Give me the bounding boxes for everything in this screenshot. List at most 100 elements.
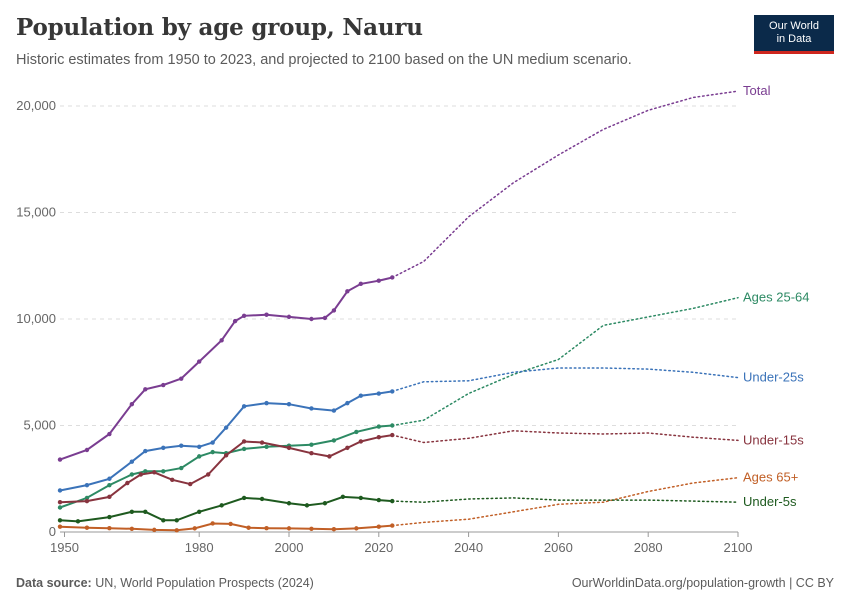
data-point [57,505,63,510]
data-point [390,523,395,528]
data-point [304,503,310,508]
data-point [84,498,90,504]
series-line-projected [391,90,739,279]
data-point [196,444,202,449]
data-point [241,313,247,319]
data-point [331,527,337,532]
data-point [246,525,251,530]
data-point [196,454,202,459]
x-tick-label: 2060 [544,540,573,555]
data-point [390,432,395,438]
data-point [152,470,157,475]
y-tick-label: 20,000 [16,98,56,113]
data-point [390,498,395,504]
owid-logo[interactable]: Our World in Data [754,15,834,54]
series-line-historic [59,434,393,504]
data-point [354,526,359,531]
data-point [129,459,135,464]
data-point [390,389,395,394]
data-point [129,402,135,407]
data-point [358,393,364,398]
data-point [232,318,238,324]
data-point [264,400,269,406]
data-point [358,281,364,287]
series-label: Ages 65+ [743,470,798,485]
data-point [241,404,247,409]
data-point [286,445,292,451]
data-point [161,469,166,474]
data-point [107,494,112,500]
data-point [241,495,247,501]
chart-title: Population by age group, Nauru [16,14,423,41]
data-point [331,308,337,313]
data-point [188,481,193,487]
data-point [309,316,314,322]
x-tick-label: 2100 [724,540,753,555]
data-point [358,495,364,501]
data-point [264,525,269,531]
data-point [286,314,292,320]
x-tick-label: 2080 [634,540,663,555]
data-point [210,449,215,455]
series-line-historic [59,390,393,492]
data-point [376,435,381,440]
data-point [223,425,229,430]
data-point [376,278,381,283]
data-point [309,442,314,447]
data-point [143,387,148,392]
data-point [219,503,224,508]
data-point [84,482,90,488]
data-point [345,289,350,294]
data-point [107,431,112,437]
data-point [210,521,215,526]
data-point [219,338,224,343]
series-line-historic [59,424,393,509]
series-label: Ages 25-64 [743,290,810,305]
data-point [286,526,292,531]
data-point [259,496,265,502]
data-point [129,526,135,532]
data-point [264,312,269,317]
series-label: Total [743,83,771,98]
data-point [331,408,337,413]
data-point [129,509,135,514]
data-point [345,445,350,451]
x-tick-label: 2040 [454,540,483,555]
data-point [322,501,328,506]
data-point [196,359,202,364]
data-source-label: Data source: [16,576,92,590]
data-point [340,494,346,500]
data-point [125,480,130,486]
data-point [107,482,112,488]
data-point [57,488,63,493]
series-line-projected [391,497,739,503]
data-point [107,476,112,481]
data-point [143,469,148,474]
data-point [223,453,229,458]
data-point [309,526,314,532]
data-point [390,275,395,280]
series-line-historic [59,495,393,523]
data-point [196,509,202,514]
data-point [174,518,179,523]
data-point [179,465,184,471]
data-point [84,525,90,530]
data-source-text: UN, World Population Prospects (2024) [95,576,314,590]
data-point [57,518,63,523]
series-line-projected [391,296,739,427]
data-point [322,315,328,321]
series-line-projected [391,476,739,527]
data-point [107,514,112,520]
data-point [331,438,337,443]
data-point [84,447,90,453]
data-point [179,443,184,448]
data-point [327,454,332,459]
source-link[interactable]: OurWorldinData.org/population-growth | C… [571,576,834,590]
series-label: Under-5s [743,494,797,509]
data-point [192,526,197,531]
data-point [138,472,144,477]
data-point [107,525,112,531]
data-point [143,448,148,454]
logo-line-2: in Data [776,33,812,45]
